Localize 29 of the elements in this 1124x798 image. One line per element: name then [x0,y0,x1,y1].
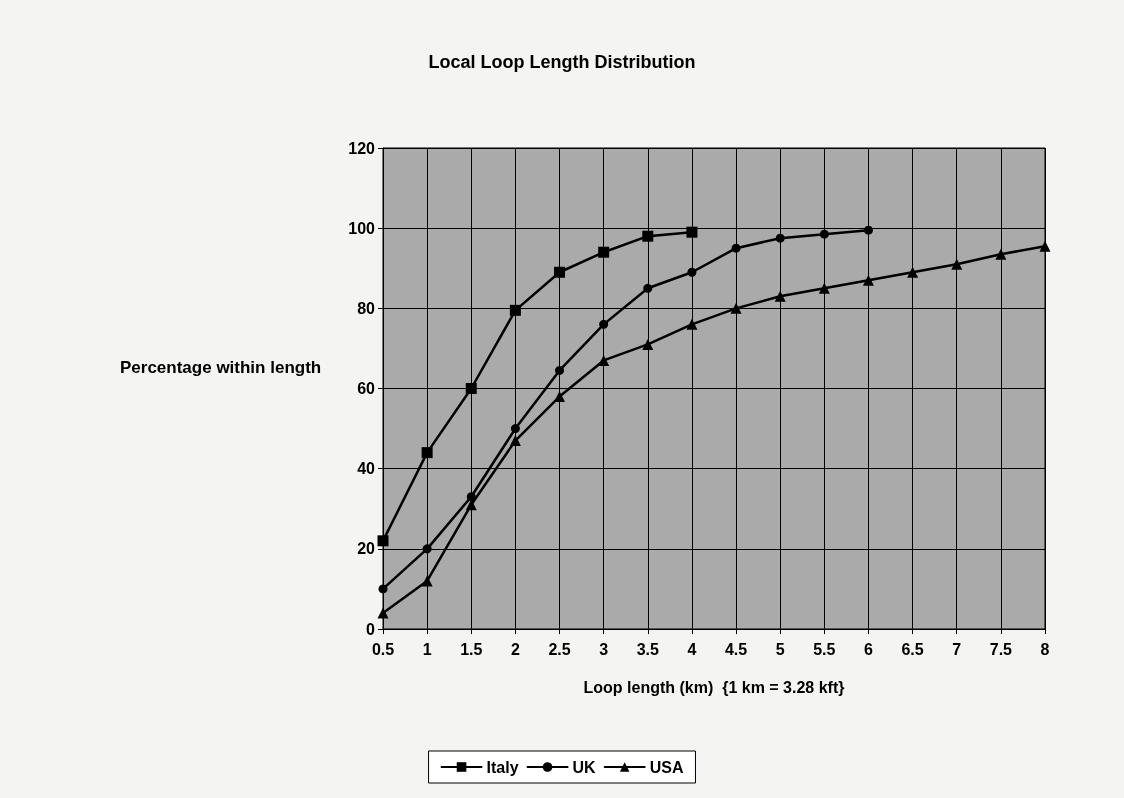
x-axis-title: Loop length (km) {1 km = 3.28 kft} [583,678,845,696]
x-tick-label: 4.5 [724,640,748,658]
x-tick-label: 8 [1040,640,1050,658]
y-tick-label: 120 [348,139,376,157]
y-axis-title: Percentage within length [120,357,322,377]
x-tick-label: 1 [422,640,432,658]
y-tick-label: 0 [366,620,376,638]
x-tick-label: 4 [687,640,697,658]
chart-title: Local Loop Length Distribution [428,52,696,72]
y-tick-label: 80 [357,299,376,317]
x-tick-label: 6 [864,640,874,658]
x-tick-label: 5 [775,640,785,658]
x-tick-label: 1.5 [460,640,483,658]
y-tick-label: 100 [348,219,376,237]
x-tick-label: 0.5 [371,640,395,658]
legend-label: USA [649,758,684,776]
y-tick-label: 20 [357,540,376,558]
x-tick-label: 3 [599,640,609,658]
x-tick-label: 7.5 [989,640,1013,658]
x-tick-label: 5.5 [813,640,836,658]
x-tick-label: 2.5 [548,640,571,658]
y-tick-label: 40 [357,460,376,478]
x-tick-label: 3.5 [636,640,660,658]
x-tick-label: 7 [952,640,962,658]
legend-label: UK [572,758,597,776]
y-tick-label: 60 [357,380,376,397]
legend-label: Italy [486,758,519,776]
x-tick-label: 2 [510,640,520,658]
x-tick-label: 6.5 [901,640,924,658]
